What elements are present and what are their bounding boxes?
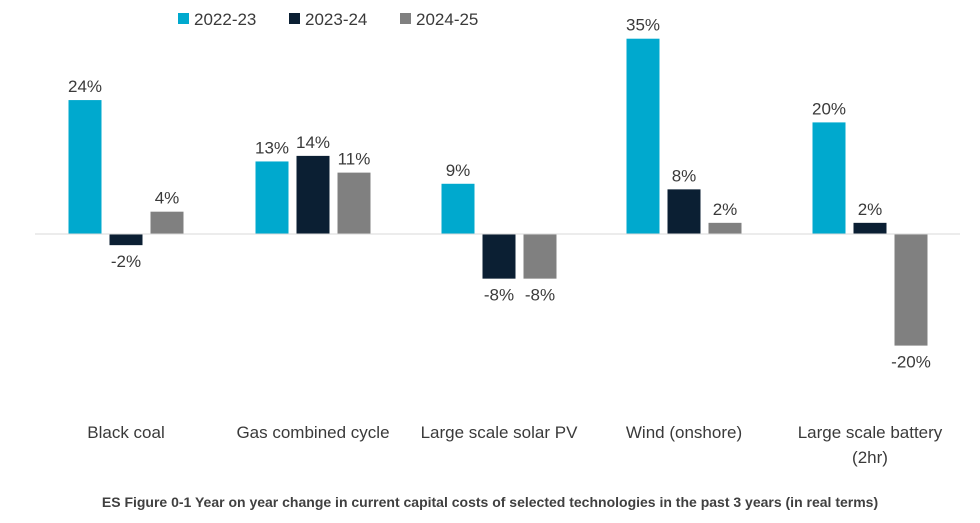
bar-2024-25-3 bbox=[708, 222, 742, 234]
category-labels: Black coal Gas combined cycle Large scale … bbox=[87, 423, 943, 467]
bar-2024-25-4 bbox=[894, 234, 928, 346]
bar-2024-25-1 bbox=[337, 172, 371, 234]
data-label-2023-24-4: 2% bbox=[858, 200, 883, 219]
data-label-2022-23-0: 24% bbox=[68, 77, 102, 96]
data-label-2022-23-4: 20% bbox=[812, 99, 846, 118]
category-label-2: Large scale solar PV bbox=[421, 423, 579, 442]
data-label-2024-25-1: 11% bbox=[338, 150, 371, 169]
bar-2023-24-0 bbox=[109, 234, 143, 246]
legend-label-2024-25: 2024-25 bbox=[416, 10, 478, 29]
bar-2024-25-0 bbox=[150, 211, 184, 234]
legend-swatch-2023-24 bbox=[289, 13, 300, 24]
bar-2023-24-2 bbox=[482, 234, 516, 279]
bar-2022-23-2 bbox=[441, 183, 475, 234]
category-label-1: Gas combined cycle bbox=[236, 423, 389, 442]
data-label-2024-25-0: 4% bbox=[155, 189, 180, 208]
data-label-2023-24-2: -8% bbox=[484, 286, 514, 305]
bar-2022-23-3 bbox=[626, 38, 660, 235]
bar-2023-24-1 bbox=[296, 155, 330, 234]
bar-2024-25-2 bbox=[523, 234, 557, 279]
bar-chart: 2022-23 2023-24 2024-25 24% 13% 9% 35% 20% -2% 1… bbox=[35, 10, 960, 467]
legend-label-2023-24: 2023-24 bbox=[305, 10, 367, 29]
bar-2022-23-0 bbox=[68, 100, 102, 234]
category-label-3: Wind (onshore) bbox=[626, 423, 742, 442]
bars bbox=[68, 38, 928, 346]
legend-swatch-2022-23 bbox=[178, 13, 189, 24]
legend: 2022-23 2023-24 2024-25 bbox=[178, 10, 478, 29]
category-label-4-line2: (2hr) bbox=[852, 448, 888, 467]
bar-2023-24-4 bbox=[853, 222, 887, 234]
figure-caption: ES Figure 0-1 Year on year change in cur… bbox=[101, 494, 879, 510]
legend-swatch-2024-25 bbox=[400, 13, 411, 24]
data-label-2022-23-2: 9% bbox=[446, 161, 471, 180]
data-labels: 24% 13% 9% 35% 20% -2% 14% -8% 8% 2% 4% 11% -8% 2% -20… bbox=[68, 16, 931, 372]
data-label-2023-24-0: -2% bbox=[111, 252, 141, 271]
data-label-2024-25-2: -8% bbox=[525, 286, 555, 305]
legend-label-2022-23: 2022-23 bbox=[194, 10, 256, 29]
data-label-2024-25-4: -20% bbox=[891, 353, 931, 372]
data-label-2024-25-3: 2% bbox=[713, 200, 738, 219]
category-label-4: Large scale battery bbox=[798, 423, 943, 442]
bar-2022-23-4 bbox=[812, 122, 846, 234]
data-label-2022-23-1: 13% bbox=[255, 138, 289, 157]
data-label-2023-24-3: 8% bbox=[672, 166, 697, 185]
bar-2023-24-3 bbox=[667, 189, 701, 234]
data-label-2023-24-1: 14% bbox=[296, 133, 330, 152]
bar-2022-23-1 bbox=[255, 161, 289, 234]
category-label-0: Black coal bbox=[87, 423, 164, 442]
data-label-2022-23-3: 35% bbox=[626, 16, 660, 35]
